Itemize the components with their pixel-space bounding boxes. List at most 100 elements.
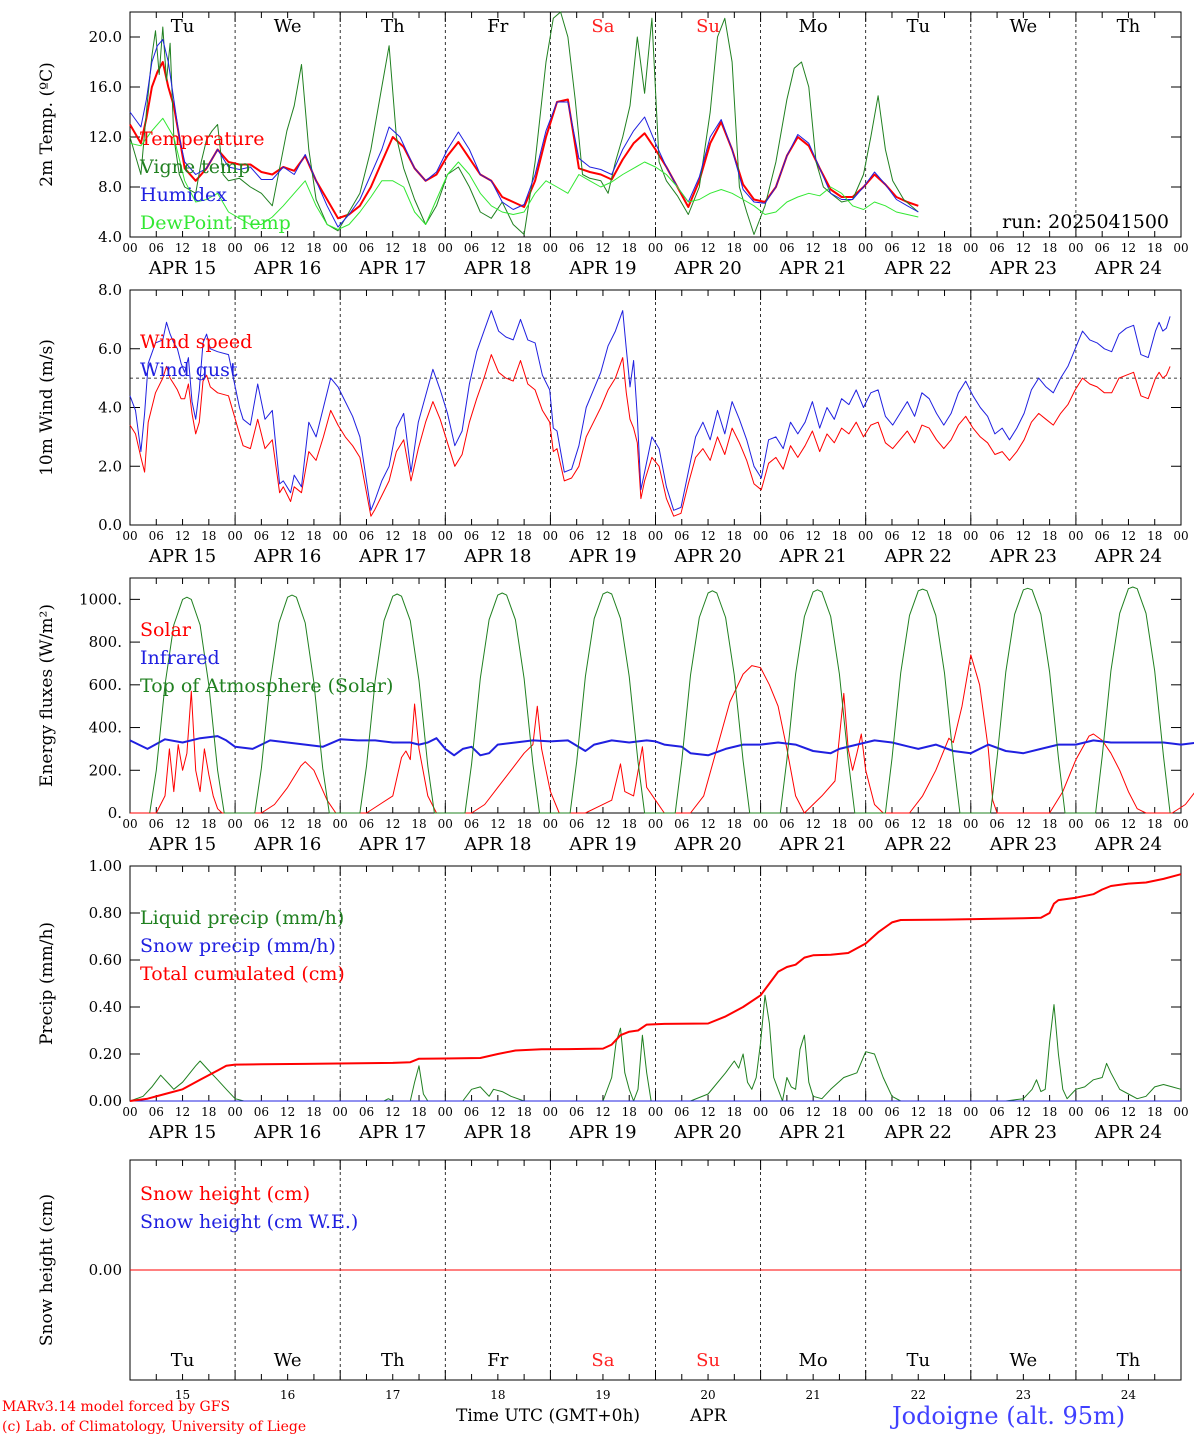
y-tick-label: 2.0 xyxy=(98,457,122,475)
day-of-week-label: Su xyxy=(696,16,720,37)
station-name: Jodoigne (alt. 95m) xyxy=(892,1402,1126,1430)
legend-entry: Snow height (cm W.E.) xyxy=(140,1211,358,1233)
day-number-label: 15 xyxy=(175,1388,190,1402)
legend-entry: Snow precip (mm/h) xyxy=(140,935,336,957)
hour-label: 12 xyxy=(175,817,190,831)
series-line xyxy=(129,735,1194,757)
legend-entry: Total cumulated (cm) xyxy=(140,963,345,985)
day-number-label: 16 xyxy=(280,1388,295,1402)
hour-label: 18 xyxy=(306,817,321,831)
hour-label: 00 xyxy=(963,817,978,831)
hour-label: 06 xyxy=(989,529,1004,543)
hour-label: 06 xyxy=(1095,529,1110,543)
y-axis-label: Snow height (cm) xyxy=(37,1194,57,1346)
day-of-week-label: Tu xyxy=(171,16,195,37)
hour-label: 00 xyxy=(858,817,873,831)
hour-label: 18 xyxy=(516,529,531,543)
y-tick-label: 0.0 xyxy=(98,516,122,534)
hour-label: 00 xyxy=(1173,241,1188,255)
hour-label: 12 xyxy=(280,817,295,831)
hour-label: 00 xyxy=(963,241,978,255)
hour-label: 06 xyxy=(254,529,269,543)
legend-entry: Humidex xyxy=(140,184,227,206)
hour-label: 06 xyxy=(989,817,1004,831)
hour-label: 00 xyxy=(438,817,453,831)
day-of-week-label: Sa xyxy=(591,16,614,37)
hour-label: 18 xyxy=(1147,817,1162,831)
date-label: APR 22 xyxy=(884,1122,952,1143)
hour-label: 00 xyxy=(858,529,873,543)
hour-label: 00 xyxy=(543,1105,558,1119)
hour-label: 00 xyxy=(753,529,768,543)
hour-label: 00 xyxy=(1173,817,1188,831)
y-tick-label: 0.20 xyxy=(89,1045,122,1063)
day-of-week-label: Th xyxy=(1117,1350,1141,1371)
day-of-week-label: Fr xyxy=(487,16,508,37)
hour-label: 06 xyxy=(359,817,374,831)
hour-label: 12 xyxy=(385,817,400,831)
hour-label: 12 xyxy=(1016,241,1031,255)
hour-label: 12 xyxy=(911,1105,926,1119)
hour-label: 00 xyxy=(333,1105,348,1119)
hour-label: 18 xyxy=(201,241,216,255)
hour-label: 06 xyxy=(674,1105,689,1119)
hour-label: 00 xyxy=(753,241,768,255)
hour-label: 06 xyxy=(149,529,164,543)
hour-label: 12 xyxy=(700,1105,715,1119)
date-label: APR 17 xyxy=(358,1122,426,1143)
hour-label: 18 xyxy=(1042,529,1057,543)
y-tick-label: 1000. xyxy=(79,590,122,608)
hour-label: 06 xyxy=(674,817,689,831)
y-tick-label: 1.00 xyxy=(89,857,122,875)
hour-label: 18 xyxy=(411,1105,426,1119)
y-tick-label: 12.0 xyxy=(89,128,122,146)
y-tick-label: 200. xyxy=(89,761,122,779)
hour-label: 00 xyxy=(227,241,242,255)
date-label: APR 22 xyxy=(884,834,952,855)
hour-label: 18 xyxy=(1042,817,1057,831)
hour-label: 18 xyxy=(622,529,637,543)
hour-label: 18 xyxy=(201,1105,216,1119)
hour-label: 00 xyxy=(438,1105,453,1119)
lab-credit: (c) Lab. of Climatology, University of L… xyxy=(2,1419,307,1435)
hour-label: 06 xyxy=(569,241,584,255)
hour-label: 00 xyxy=(1068,1105,1083,1119)
date-label: APR 19 xyxy=(568,258,636,279)
legend-entry: Liquid precip (mm/h) xyxy=(140,907,344,929)
legend-entry: Temperature xyxy=(140,128,264,150)
series-line xyxy=(129,310,1171,511)
hour-label: 18 xyxy=(411,817,426,831)
hour-label: 06 xyxy=(1095,817,1110,831)
hour-label: 00 xyxy=(753,817,768,831)
y-tick-label: 20.0 xyxy=(89,28,122,46)
y-tick-label: 0.40 xyxy=(89,998,122,1016)
day-number-label: 19 xyxy=(595,1388,610,1402)
hour-label: 06 xyxy=(464,529,479,543)
hour-label: 00 xyxy=(333,817,348,831)
hour-label: 06 xyxy=(359,241,374,255)
day-number-label: 20 xyxy=(700,1388,715,1402)
y-tick-label: 0.80 xyxy=(89,904,122,922)
hour-label: 12 xyxy=(490,241,505,255)
hour-label: 00 xyxy=(227,1105,242,1119)
series-line xyxy=(129,354,1171,517)
hour-label: 18 xyxy=(832,241,847,255)
y-axis-label: 2m Temp. (ºC) xyxy=(37,62,57,187)
hour-label: 12 xyxy=(806,1105,821,1119)
hour-label: 06 xyxy=(254,241,269,255)
hour-label: 12 xyxy=(700,817,715,831)
date-label: APR 18 xyxy=(463,258,531,279)
hour-label: 00 xyxy=(963,529,978,543)
month-label: APR xyxy=(690,1406,727,1426)
hour-label: 06 xyxy=(569,1105,584,1119)
series-line xyxy=(129,11,919,235)
date-label: APR 21 xyxy=(779,546,847,567)
hour-label: 18 xyxy=(727,241,742,255)
run-label: run: 2025041500 xyxy=(1002,211,1169,233)
panel-frame xyxy=(129,11,1182,238)
date-label: APR 24 xyxy=(1094,258,1162,279)
day-of-week-label: We xyxy=(1010,16,1038,37)
hour-label: 00 xyxy=(122,817,137,831)
legend-entry: DewPoint Temp xyxy=(140,212,291,234)
day-number-label: 18 xyxy=(490,1388,505,1402)
